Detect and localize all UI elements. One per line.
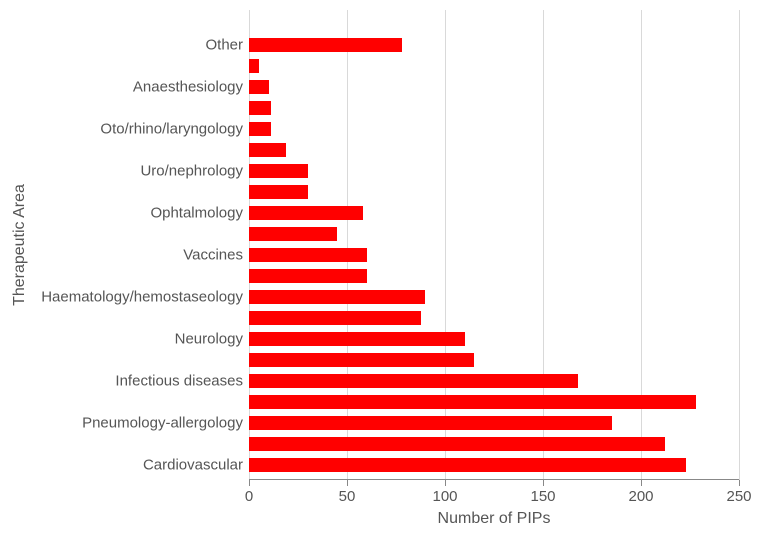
bar (249, 206, 739, 220)
x-tick-mark (249, 480, 250, 486)
gridline (739, 10, 740, 480)
bar-fill (249, 122, 271, 136)
bar (249, 458, 739, 472)
x-tick-label: 250 (726, 488, 751, 505)
y-tick-label: Neurology (175, 331, 243, 348)
bar (249, 164, 739, 178)
bar (249, 143, 739, 157)
x-tick-mark (543, 480, 544, 486)
y-tick-label: Infectious diseases (115, 373, 243, 390)
y-tick-label: Other (205, 37, 243, 54)
bar (249, 395, 739, 409)
bar-fill (249, 38, 402, 52)
y-axis-title: Therapeutic Area (11, 184, 29, 306)
bar-fill (249, 227, 337, 241)
bar-fill (249, 416, 612, 430)
x-tick-label: 150 (530, 488, 555, 505)
plot-area (249, 10, 739, 480)
bar (249, 332, 739, 346)
y-tick-label: Pneumology-allergology (82, 415, 243, 432)
bar (249, 101, 739, 115)
y-tick-label: Uro/nephrology (140, 163, 243, 180)
y-tick-label: Cardiovascular (143, 457, 243, 474)
x-tick-mark (641, 480, 642, 486)
bar-fill (249, 101, 271, 115)
bar-fill (249, 311, 421, 325)
bar (249, 248, 739, 262)
bar-fill (249, 353, 474, 367)
bar-fill (249, 59, 259, 73)
bar-fill (249, 374, 578, 388)
x-tick-label: 100 (432, 488, 457, 505)
bar-fill (249, 395, 696, 409)
bar-fill (249, 185, 308, 199)
bar (249, 80, 739, 94)
x-axis-title: Number of PIPs (438, 510, 551, 528)
pips-by-therapeutic-area-chart: 0 50 100 150 200 250 Cardiovascular Pneumology… (0, 0, 769, 539)
bar-fill (249, 164, 308, 178)
bar-fill (249, 290, 425, 304)
bar (249, 38, 739, 52)
bar (249, 269, 739, 283)
bar (249, 290, 739, 304)
bar (249, 311, 739, 325)
bar (249, 374, 739, 388)
bar (249, 59, 739, 73)
y-tick-label: Ophtalmology (150, 205, 243, 222)
x-axis-line (249, 479, 739, 480)
x-tick-mark (739, 480, 740, 486)
y-tick-label: Vaccines (183, 247, 243, 264)
y-tick-label: Anaesthesiology (133, 79, 243, 96)
bar (249, 353, 739, 367)
x-tick-mark (347, 480, 348, 486)
bar (249, 122, 739, 136)
x-tick-label: 200 (628, 488, 653, 505)
bar (249, 227, 739, 241)
y-tick-label: Haematology/hemostaseology (41, 289, 243, 306)
bar (249, 437, 739, 451)
x-tick-mark (445, 480, 446, 486)
x-tick-label: 50 (339, 488, 356, 505)
y-tick-label: Oto/rhino/laryngology (100, 121, 243, 138)
bar-fill (249, 269, 367, 283)
bar-fill (249, 143, 286, 157)
bar-fill (249, 248, 367, 262)
bar (249, 416, 739, 430)
bar-fill (249, 206, 363, 220)
bar-fill (249, 332, 465, 346)
bar-fill (249, 80, 269, 94)
bar-fill (249, 458, 686, 472)
bar (249, 185, 739, 199)
bar-fill (249, 437, 665, 451)
x-tick-label: 0 (245, 488, 253, 505)
